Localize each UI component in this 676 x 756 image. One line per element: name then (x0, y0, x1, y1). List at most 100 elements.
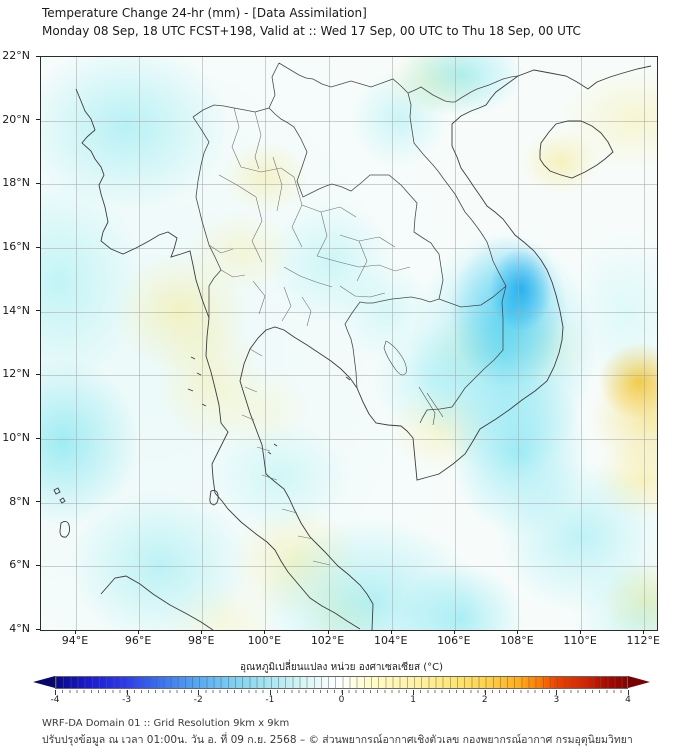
lat-tick-label: 6°N (9, 558, 30, 572)
colorbar-tick-label: -2 (193, 695, 203, 705)
colorbar-tick-label: 2 (481, 695, 488, 705)
gridline-lon (265, 57, 267, 630)
map-plot-area (40, 56, 658, 631)
gridline-lon (76, 57, 77, 630)
gridline-lat (41, 566, 657, 568)
lat-tick-mark (36, 119, 40, 121)
colorbar-label: อุณหภูมิเปลี่ยนแปลง หน่วย องศาเซลเซียส (… (239, 662, 444, 673)
colorbar-tick-mark (198, 690, 200, 695)
gridline-lon (202, 57, 204, 630)
colorbar-tick-label: -4 (50, 695, 60, 705)
colorbar-tick-label: 4 (625, 695, 631, 705)
small-islands (53, 356, 351, 538)
gridline-lon (644, 57, 646, 630)
colorbar-tick-mark (126, 690, 128, 695)
tonle-sap-lake (383, 340, 407, 376)
colorbar-tick-label: -3 (122, 695, 132, 705)
map-gridlines (41, 57, 657, 630)
lat-tick-mark (36, 628, 40, 630)
lat-tick-mark (36, 564, 40, 566)
gulf-vietnam-china-coast (239, 65, 652, 630)
colorbar-tick-mark (556, 690, 558, 695)
myanmar-west-coast (75, 88, 361, 630)
colorbar-ticks: -4 -3 -2 -1 0 1 2 3 4 (51, 690, 631, 706)
gridline-lon (581, 57, 583, 630)
gridline-lat (41, 184, 657, 186)
lon-tick-label: 108°E (500, 634, 534, 647)
colorbar-tick-mark (55, 690, 56, 695)
latitude-axis: 22°N 20°N 18°N 16°N 14°N 12°N 10°N 8°N 6°N 4°N (0, 49, 40, 635)
colorbar-tick-label: 0 (338, 695, 345, 705)
colorbar-gradient (55, 676, 628, 689)
lat-tick-label: 18°N (2, 176, 30, 190)
gridline-lon (328, 57, 330, 630)
colorbar-tick-mark (628, 690, 629, 695)
lat-tick-mark (36, 55, 40, 57)
lon-tick-label: 110°E (563, 634, 597, 647)
hainan-island (539, 120, 614, 179)
lat-tick-mark (36, 182, 40, 184)
lat-tick-label: 14°N (2, 303, 30, 317)
colorbar-tick-mark (484, 690, 486, 695)
mekong-delta-rivers (418, 386, 444, 426)
lat-tick-label: 20°N (2, 112, 30, 126)
lat-tick-mark (36, 437, 40, 439)
colorbar-tick-label: 1 (410, 695, 416, 705)
lon-tick-label: 102°E (310, 634, 345, 647)
page-title: Temperature Change 24-hr (mm) - [Data As… (42, 6, 367, 20)
lat-tick-label: 12°N (2, 367, 30, 381)
coastline-borders-layer (53, 62, 652, 630)
gridline-lat (41, 248, 657, 249)
lat-tick-label: 22°N (2, 49, 30, 62)
gridline-lat (41, 311, 657, 313)
country-borders (192, 62, 519, 424)
gridline-lat (41, 375, 657, 377)
lon-tick-label: 96°E (124, 634, 152, 647)
lon-tick-label: 104°E (373, 634, 408, 647)
lon-tick-mark (75, 630, 76, 634)
lat-tick-label: 16°N (2, 240, 30, 253)
footer-model-info: WRF-DA Domain 01 :: Grid Resolution 9km … (42, 718, 290, 729)
gridline-lat (41, 502, 657, 504)
gridline-lon (517, 57, 519, 630)
lat-tick-label: 10°N (2, 431, 30, 444)
lon-tick-mark (201, 630, 203, 634)
colorbar-tick-label: 3 (553, 695, 560, 705)
longitude-axis: 94°E 96°E 98°E 100°E 102°E 104°E 106°E 108°E 110… (40, 630, 660, 650)
colorbar-tick-mark (269, 690, 271, 695)
sumatra-coast (100, 575, 214, 630)
lon-tick-label: 94°E (61, 634, 89, 647)
lon-tick-label: 106°E (437, 634, 471, 647)
gridline-lat (41, 120, 657, 122)
page-subtitle: Monday 08 Sep, 18 UTC FCST+198, Valid at… (42, 24, 581, 38)
lon-tick-mark (390, 630, 392, 634)
colorbar-underflow-arrow (33, 676, 55, 688)
gridline-lon (454, 57, 456, 630)
thailand-province-borders (208, 107, 411, 566)
lon-tick-mark (138, 630, 140, 634)
colorbar-tick-mark (341, 690, 343, 695)
colorbar-overflow-arrow (628, 676, 650, 688)
lon-tick-mark (327, 630, 329, 634)
lon-tick-label: 100°E (247, 634, 282, 647)
lat-tick-label: 8°N (9, 494, 30, 508)
lon-tick-label: 98°E (188, 634, 215, 647)
lat-tick-mark (36, 501, 40, 503)
lon-tick-mark (516, 630, 518, 634)
temperature-anomaly-field (41, 57, 657, 630)
colorbar-tick-label: -1 (265, 695, 275, 705)
lat-tick-mark (36, 373, 40, 375)
lon-tick-mark (453, 630, 455, 634)
lat-tick-mark (36, 246, 40, 248)
lon-tick-label: 112°E (626, 634, 660, 647)
lon-tick-mark (264, 630, 266, 634)
lon-tick-mark (580, 630, 582, 634)
gridline-lon (391, 57, 393, 630)
colorbar-tick-mark (413, 690, 415, 695)
colorbar-cell-separators (56, 677, 627, 688)
gridline-lon (139, 57, 141, 630)
lon-tick-mark (643, 630, 645, 634)
lat-tick-mark (36, 310, 40, 312)
gridline-lat (41, 439, 657, 440)
